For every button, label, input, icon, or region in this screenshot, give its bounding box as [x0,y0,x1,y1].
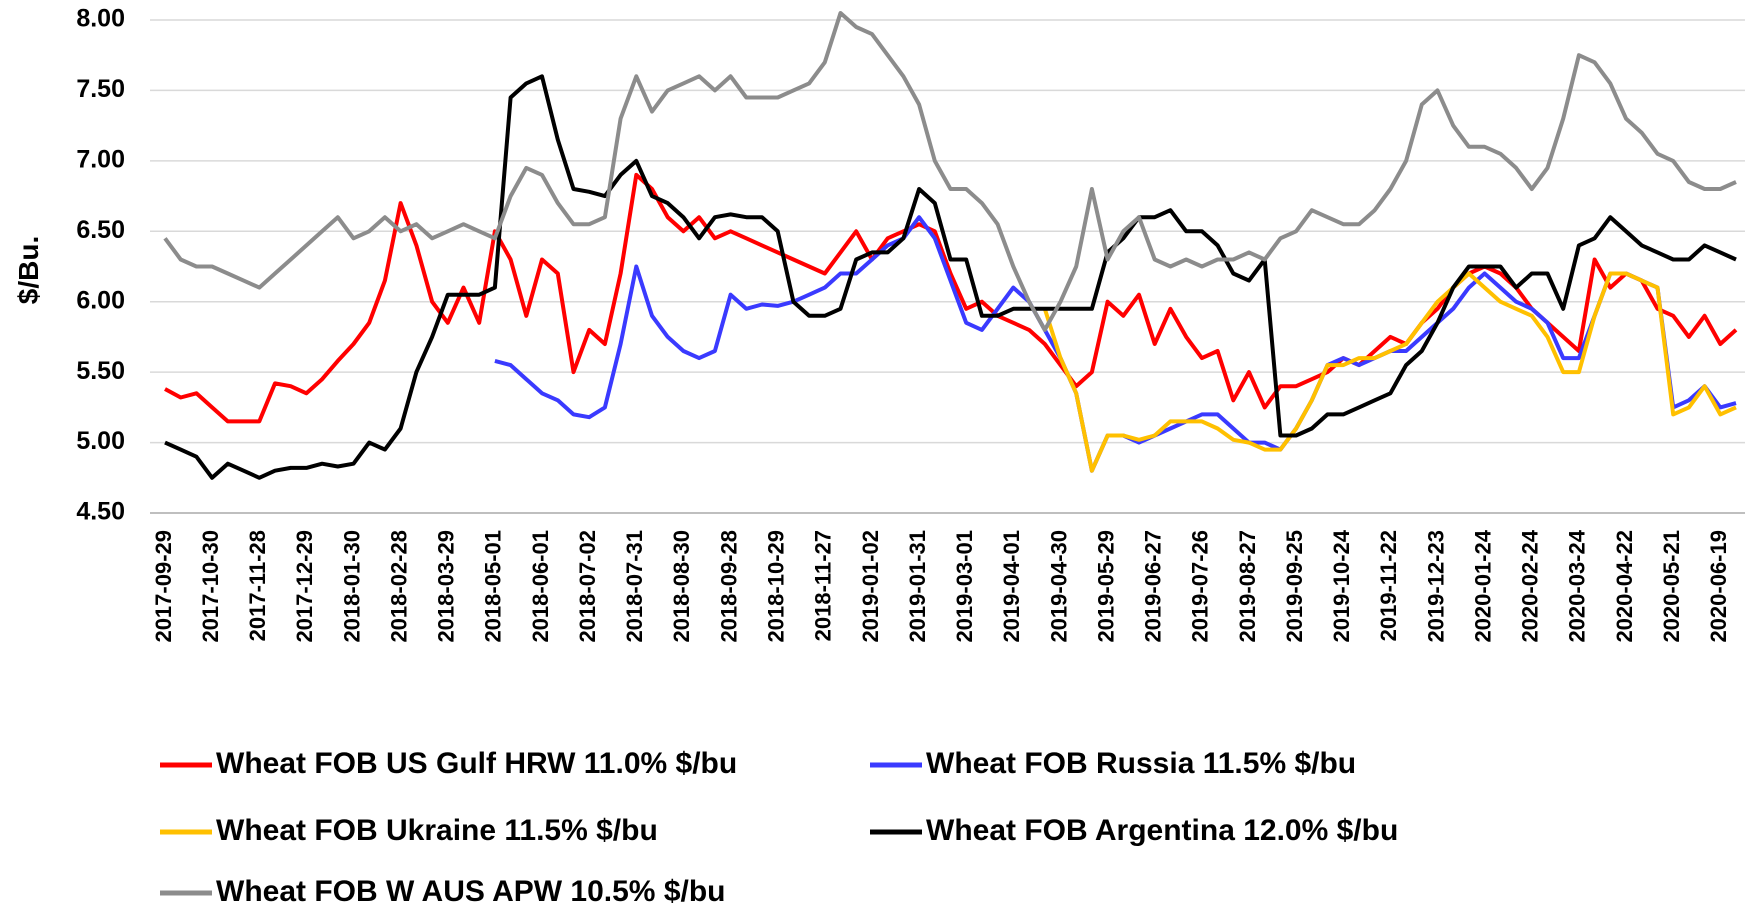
y-tick-label: 7.00 [76,145,125,173]
series-line [164,74,1737,480]
x-tick-label: 2019-03-01 [952,530,977,643]
x-tick-label: 2020-01-24 [1470,529,1495,642]
series-line [163,11,1737,332]
x-tick-label: 2018-08-30 [669,530,694,643]
x-tick-label: 2018-06-01 [528,530,553,643]
x-tick-label: 2018-10-29 [764,530,789,643]
x-tick-label: 2020-05-21 [1659,530,1684,643]
y-tick-label: 4.50 [76,498,125,526]
x-tick-label: 2020-04-22 [1612,530,1637,643]
legend-label: Wheat FOB Russia 11.5% $/bu [926,747,1356,780]
x-tick-label: 2017-09-29 [151,530,176,643]
y-tick-label: 8.00 [76,5,125,33]
y-tick-label: 5.00 [76,427,125,455]
x-tick-label: 2017-11-28 [245,530,270,641]
x-tick-label: 2018-07-31 [622,530,647,643]
y-tick-label: 6.50 [76,216,125,244]
x-tick-label: 2019-05-29 [1093,530,1118,643]
x-tick-label: 2019-06-27 [1141,530,1166,643]
x-tick-label: 2019-09-25 [1282,530,1307,643]
x-tick-label: 2018-11-27 [811,530,836,641]
x-tick-label: 2020-02-24 [1518,529,1543,642]
x-tick-label: 2017-12-29 [292,530,317,643]
x-tick-label: 2019-01-02 [858,530,883,643]
legend-label: Wheat FOB Ukraine 11.5% $/bu [216,814,658,847]
x-tick-label: 2018-09-28 [716,530,741,643]
legend-label: Wheat FOB US Gulf HRW 11.0% $/bu [216,747,737,780]
x-tick-label: 2018-01-30 [339,530,364,643]
legend-label: Wheat FOB Argentina 12.0% $/bu [926,814,1398,847]
x-tick-label: 2019-04-30 [1046,530,1071,643]
series-line [1042,271,1737,473]
x-tick-label: 2019-08-27 [1235,530,1260,643]
y-tick-label: 5.50 [76,357,125,385]
x-tick-label: 2018-07-02 [575,530,600,643]
y-tick-label: 7.50 [76,75,125,103]
x-tick-label: 2019-11-22 [1376,530,1401,641]
x-tick-label: 2020-03-24 [1565,529,1590,642]
x-tick-label: 2019-10-24 [1329,529,1354,642]
y-axis-label: $/Bu. [13,236,44,304]
x-tick-label: 2019-01-31 [905,530,930,643]
x-tick-label: 2017-10-30 [198,530,223,643]
x-tick-label: 2018-03-29 [434,530,459,643]
x-tick-label: 2019-12-23 [1423,530,1448,643]
x-tick-label: 2018-02-28 [386,530,411,643]
series-line [164,172,1738,424]
legend-label: Wheat FOB W AUS APW 10.5% $/bu [216,875,726,908]
x-tick-label: 2019-07-26 [1188,530,1213,643]
x-tick-label: 2020-06-19 [1706,530,1731,643]
x-tick-label: 2019-04-01 [999,530,1024,643]
x-tick-label: 2018-05-01 [481,530,506,643]
y-tick-label: 6.00 [76,286,125,314]
